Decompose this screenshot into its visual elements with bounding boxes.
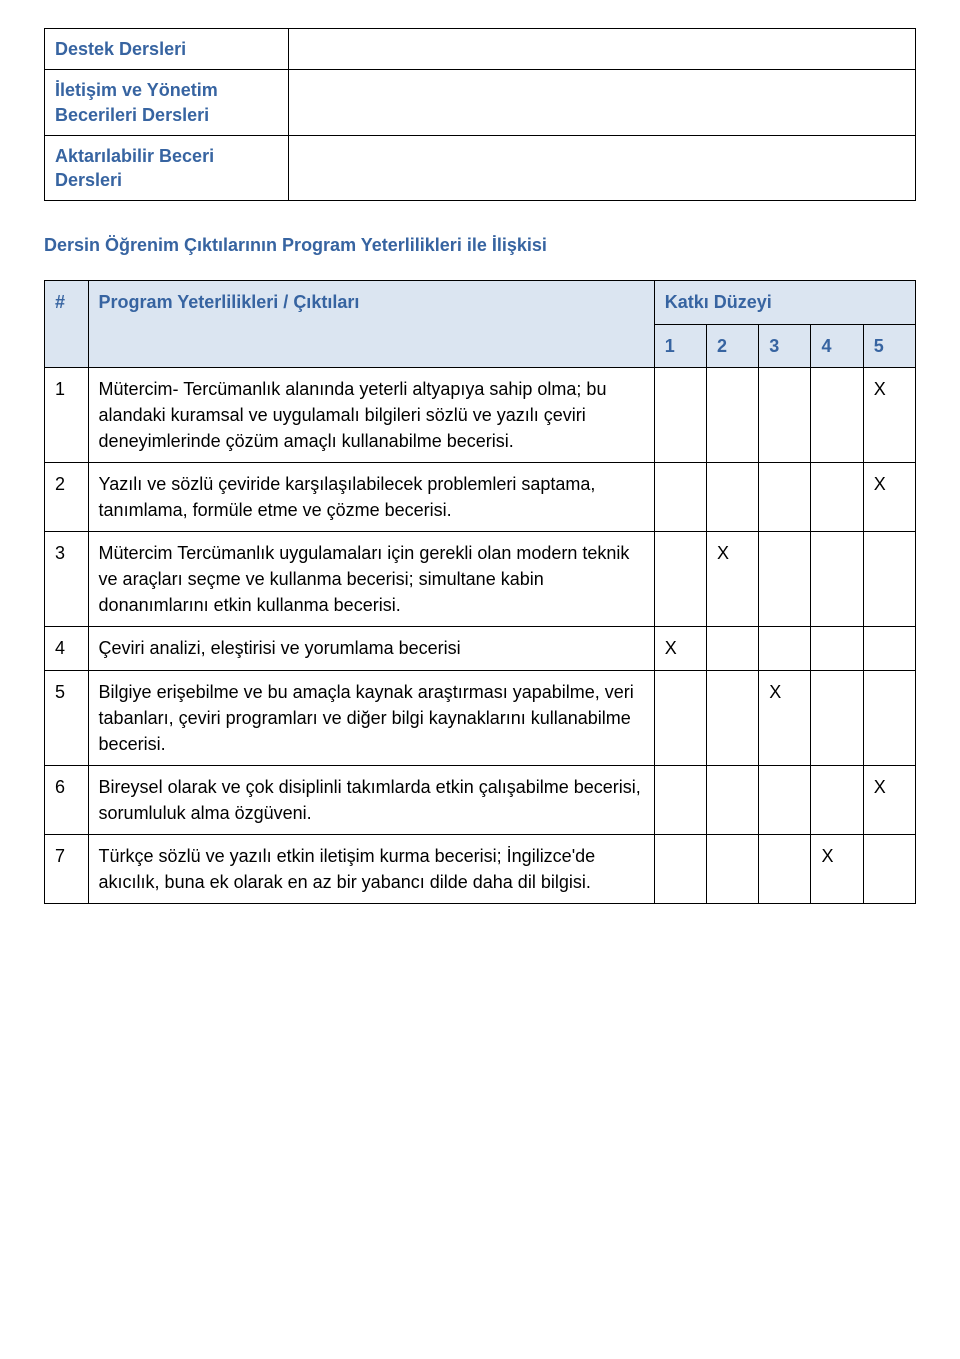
row-level-5: X xyxy=(863,367,915,462)
intro-label-cell: İletişim ve Yönetim Becerileri Dersleri xyxy=(45,70,289,136)
row-number: 7 xyxy=(45,834,89,903)
row-level-3 xyxy=(759,834,811,903)
competencies-table: # Program Yeterlilikleri / Çıktıları Kat… xyxy=(44,280,916,904)
row-level-1 xyxy=(654,670,706,765)
table-row: 6 Bireysel olarak ve çok disiplinli takı… xyxy=(45,765,916,834)
col-header-level-1: 1 xyxy=(654,324,706,367)
intro-blank-cell xyxy=(288,70,915,136)
row-number: 5 xyxy=(45,670,89,765)
table-row: 3 Mütercim Tercümanlık uygulamaları için… xyxy=(45,532,916,627)
col-header-desc: Program Yeterlilikleri / Çıktıları xyxy=(88,281,654,367)
row-desc: Çeviri analizi, eleştirisi ve yorumlama … xyxy=(88,627,654,670)
row-level-1: X xyxy=(654,627,706,670)
table-row: 2 Yazılı ve sözlü çeviride karşılaşılabi… xyxy=(45,462,916,531)
row-desc: Yazılı ve sözlü çeviride karşılaşılabile… xyxy=(88,462,654,531)
row-desc: Bireysel olarak ve çok disiplinli takıml… xyxy=(88,765,654,834)
table-row: 7 Türkçe sözlü ve yazılı etkin iletişim … xyxy=(45,834,916,903)
row-level-4 xyxy=(811,462,863,531)
row-level-5 xyxy=(863,834,915,903)
row-level-2 xyxy=(706,834,758,903)
row-level-3: X xyxy=(759,670,811,765)
intro-blank-cell xyxy=(288,135,915,201)
row-level-2 xyxy=(706,367,758,462)
intro-blank-cell xyxy=(288,29,915,70)
row-level-5: X xyxy=(863,765,915,834)
row-level-2 xyxy=(706,627,758,670)
row-desc: Mütercim- Tercümanlık alanında yeterli a… xyxy=(88,367,654,462)
row-level-5 xyxy=(863,627,915,670)
row-level-4 xyxy=(811,532,863,627)
row-level-3 xyxy=(759,765,811,834)
row-level-5 xyxy=(863,670,915,765)
header-row-1: # Program Yeterlilikleri / Çıktıları Kat… xyxy=(45,281,916,324)
row-level-5: X xyxy=(863,462,915,531)
row-level-1 xyxy=(654,367,706,462)
intro-row: Aktarılabilir Beceri Dersleri xyxy=(45,135,916,201)
row-level-3 xyxy=(759,532,811,627)
row-level-4 xyxy=(811,627,863,670)
row-level-3 xyxy=(759,627,811,670)
row-level-5 xyxy=(863,532,915,627)
intro-row: İletişim ve Yönetim Becerileri Dersleri xyxy=(45,70,916,136)
table-row: 1 Mütercim- Tercümanlık alanında yeterli… xyxy=(45,367,916,462)
row-level-2: X xyxy=(706,532,758,627)
row-number: 6 xyxy=(45,765,89,834)
col-header-level-5: 5 xyxy=(863,324,915,367)
col-header-contrib: Katkı Düzeyi xyxy=(654,281,915,324)
row-number: 1 xyxy=(45,367,89,462)
intro-table: Destek Dersleri İletişim ve Yönetim Bece… xyxy=(44,28,916,201)
col-header-level-4: 4 xyxy=(811,324,863,367)
table-row: 5 Bilgiye erişebilme ve bu amaçla kaynak… xyxy=(45,670,916,765)
table-row: 4 Çeviri analizi, eleştirisi ve yorumlam… xyxy=(45,627,916,670)
row-level-3 xyxy=(759,462,811,531)
col-header-level-3: 3 xyxy=(759,324,811,367)
row-level-1 xyxy=(654,532,706,627)
row-number: 3 xyxy=(45,532,89,627)
row-desc: Mütercim Tercümanlık uygulamaları için g… xyxy=(88,532,654,627)
intro-label-cell: Aktarılabilir Beceri Dersleri xyxy=(45,135,289,201)
row-level-2 xyxy=(706,670,758,765)
intro-row: Destek Dersleri xyxy=(45,29,916,70)
col-header-level-2: 2 xyxy=(706,324,758,367)
row-level-1 xyxy=(654,834,706,903)
row-level-3 xyxy=(759,367,811,462)
row-number: 2 xyxy=(45,462,89,531)
row-level-1 xyxy=(654,462,706,531)
competencies-tbody: 1 Mütercim- Tercümanlık alanında yeterli… xyxy=(45,367,916,904)
intro-label-cell: Destek Dersleri xyxy=(45,29,289,70)
row-level-4: X xyxy=(811,834,863,903)
row-level-1 xyxy=(654,765,706,834)
row-desc: Bilgiye erişebilme ve bu amaçla kaynak a… xyxy=(88,670,654,765)
row-level-4 xyxy=(811,367,863,462)
row-level-4 xyxy=(811,670,863,765)
row-number: 4 xyxy=(45,627,89,670)
col-header-number: # xyxy=(45,281,89,367)
row-level-2 xyxy=(706,765,758,834)
row-desc: Türkçe sözlü ve yazılı etkin iletişim ku… xyxy=(88,834,654,903)
row-level-2 xyxy=(706,462,758,531)
section-heading: Dersin Öğrenim Çıktılarının Program Yete… xyxy=(44,235,916,256)
row-level-4 xyxy=(811,765,863,834)
